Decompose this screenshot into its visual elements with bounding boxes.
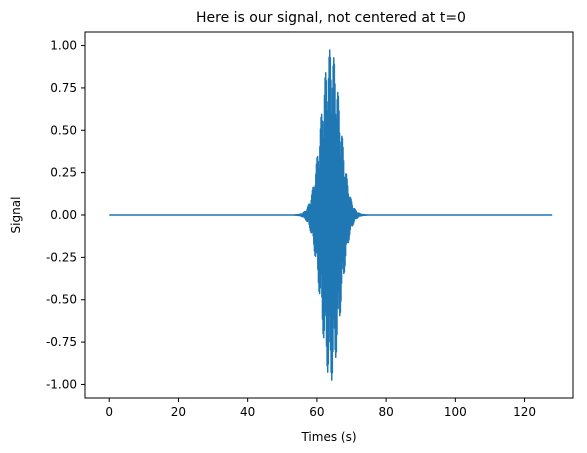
- chart-title: Here is our signal, not centered at t=0: [196, 10, 466, 26]
- x-tick-label: 0: [105, 405, 113, 419]
- y-tick-label: -0.50: [46, 293, 77, 307]
- y-tick-label: 0.75: [50, 81, 77, 95]
- plot-area: [108, 49, 553, 381]
- x-tick-label: 100: [444, 405, 467, 419]
- signal-series-line: [108, 49, 553, 381]
- y-axis-label: Signal: [9, 197, 23, 234]
- x-axis-ticks: 0 20 40 60 80 100 120: [105, 398, 536, 419]
- y-tick-label: 1.00: [50, 39, 77, 53]
- y-tick-label: -0.25: [46, 250, 77, 264]
- x-tick-label: 40: [240, 405, 255, 419]
- x-tick-label: 80: [378, 405, 393, 419]
- y-tick-label: 0.00: [50, 208, 77, 222]
- x-axis-label: Times (s): [300, 430, 356, 444]
- y-tick-label: 0.25: [50, 166, 77, 180]
- x-tick-label: 60: [309, 405, 324, 419]
- plot-frame: [84, 31, 574, 399]
- y-axis-ticks: -1.00 -0.75 -0.50 -0.25 0.00 0.25 0.50 0.75 1.00: [46, 39, 85, 391]
- x-tick-label: 20: [171, 405, 186, 419]
- y-tick-label: -0.75: [46, 335, 77, 349]
- x-tick-label: 120: [513, 405, 536, 419]
- y-tick-label: -1.00: [46, 377, 77, 391]
- y-tick-label: 0.50: [50, 123, 77, 137]
